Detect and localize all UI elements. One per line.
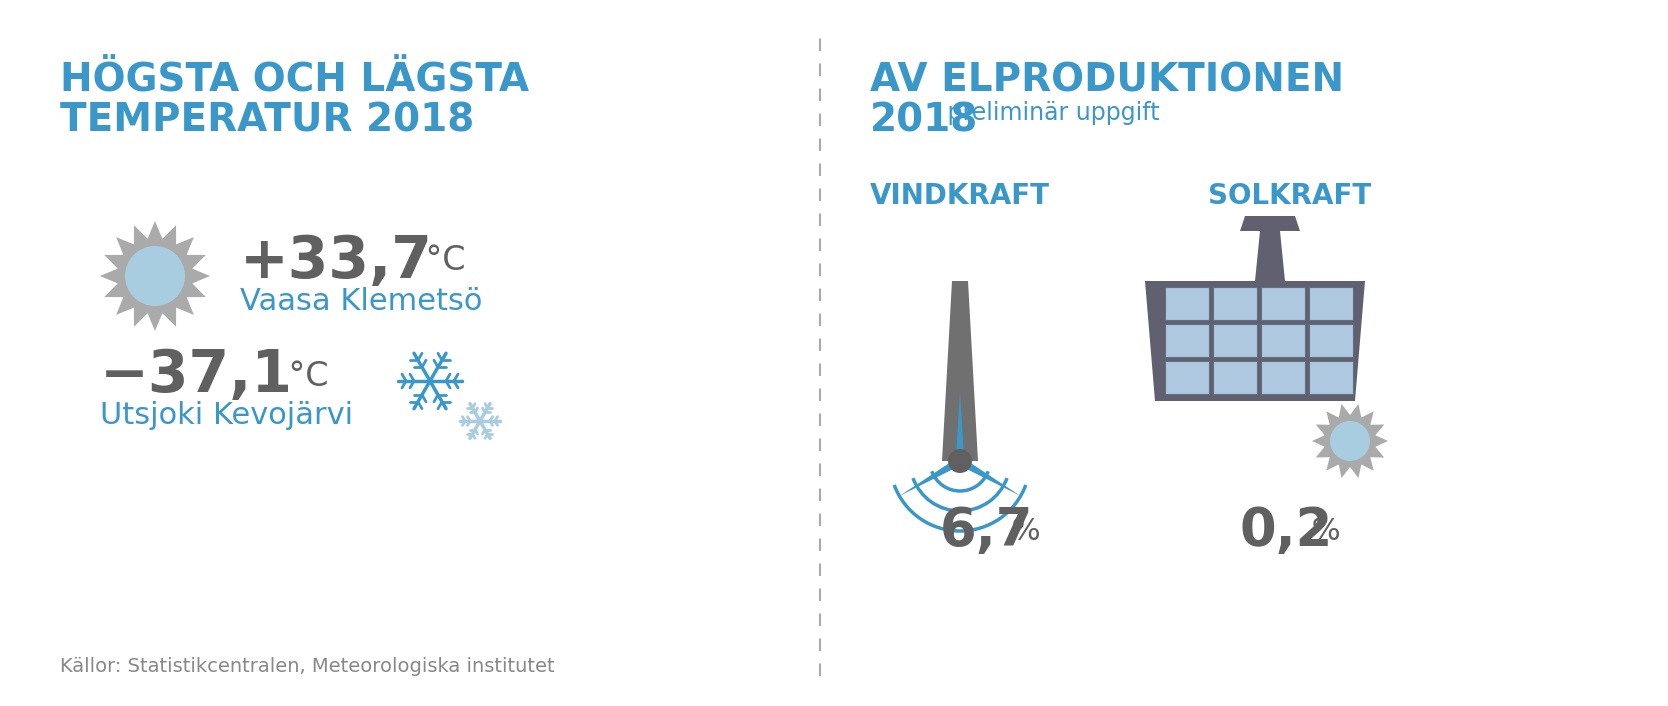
FancyBboxPatch shape xyxy=(1309,324,1353,357)
FancyBboxPatch shape xyxy=(1213,287,1258,320)
Text: 0,2: 0,2 xyxy=(1239,505,1333,557)
FancyBboxPatch shape xyxy=(1261,287,1304,320)
FancyBboxPatch shape xyxy=(1261,324,1304,357)
Polygon shape xyxy=(899,457,962,496)
Text: °C: °C xyxy=(279,359,329,393)
FancyBboxPatch shape xyxy=(1164,324,1209,357)
Text: °C: °C xyxy=(415,244,465,277)
Polygon shape xyxy=(957,457,1021,496)
Polygon shape xyxy=(942,281,977,461)
Text: Källor: Statistikcentralen, Meteorologiska institutet: Källor: Statistikcentralen, Meteorologis… xyxy=(60,657,555,676)
Text: preliminär uppgift: preliminär uppgift xyxy=(941,101,1159,125)
FancyBboxPatch shape xyxy=(1213,361,1258,394)
Polygon shape xyxy=(1313,404,1388,478)
Text: 2018: 2018 xyxy=(871,101,977,139)
Polygon shape xyxy=(1144,281,1364,401)
Text: HÖGSTA OCH LÄGSTA: HÖGSTA OCH LÄGSTA xyxy=(60,61,529,99)
Polygon shape xyxy=(1254,231,1284,281)
Circle shape xyxy=(947,449,972,473)
Text: Utsjoki Kevojärvi: Utsjoki Kevojärvi xyxy=(100,402,354,431)
Text: %: % xyxy=(1303,517,1341,546)
Circle shape xyxy=(125,246,185,306)
Polygon shape xyxy=(956,391,964,461)
FancyBboxPatch shape xyxy=(1261,361,1304,394)
Text: Vaasa Klemetsö: Vaasa Klemetsö xyxy=(240,287,482,316)
Text: 6,7: 6,7 xyxy=(941,505,1034,557)
FancyBboxPatch shape xyxy=(1309,361,1353,394)
FancyBboxPatch shape xyxy=(1309,287,1353,320)
Circle shape xyxy=(1329,421,1369,461)
Text: −37,1: −37,1 xyxy=(100,347,294,405)
Text: %: % xyxy=(1002,517,1041,546)
Text: TEMPERATUR 2018: TEMPERATUR 2018 xyxy=(60,101,474,139)
Text: +33,7: +33,7 xyxy=(240,232,434,289)
Polygon shape xyxy=(100,221,210,331)
Text: AV ELPRODUKTIONEN: AV ELPRODUKTIONEN xyxy=(871,61,1344,99)
FancyBboxPatch shape xyxy=(1164,287,1209,320)
FancyBboxPatch shape xyxy=(1164,361,1209,394)
Text: VINDKRAFT: VINDKRAFT xyxy=(871,182,1049,210)
FancyBboxPatch shape xyxy=(1213,324,1258,357)
Polygon shape xyxy=(1239,216,1299,231)
Text: SOLKRAFT: SOLKRAFT xyxy=(1208,182,1371,210)
